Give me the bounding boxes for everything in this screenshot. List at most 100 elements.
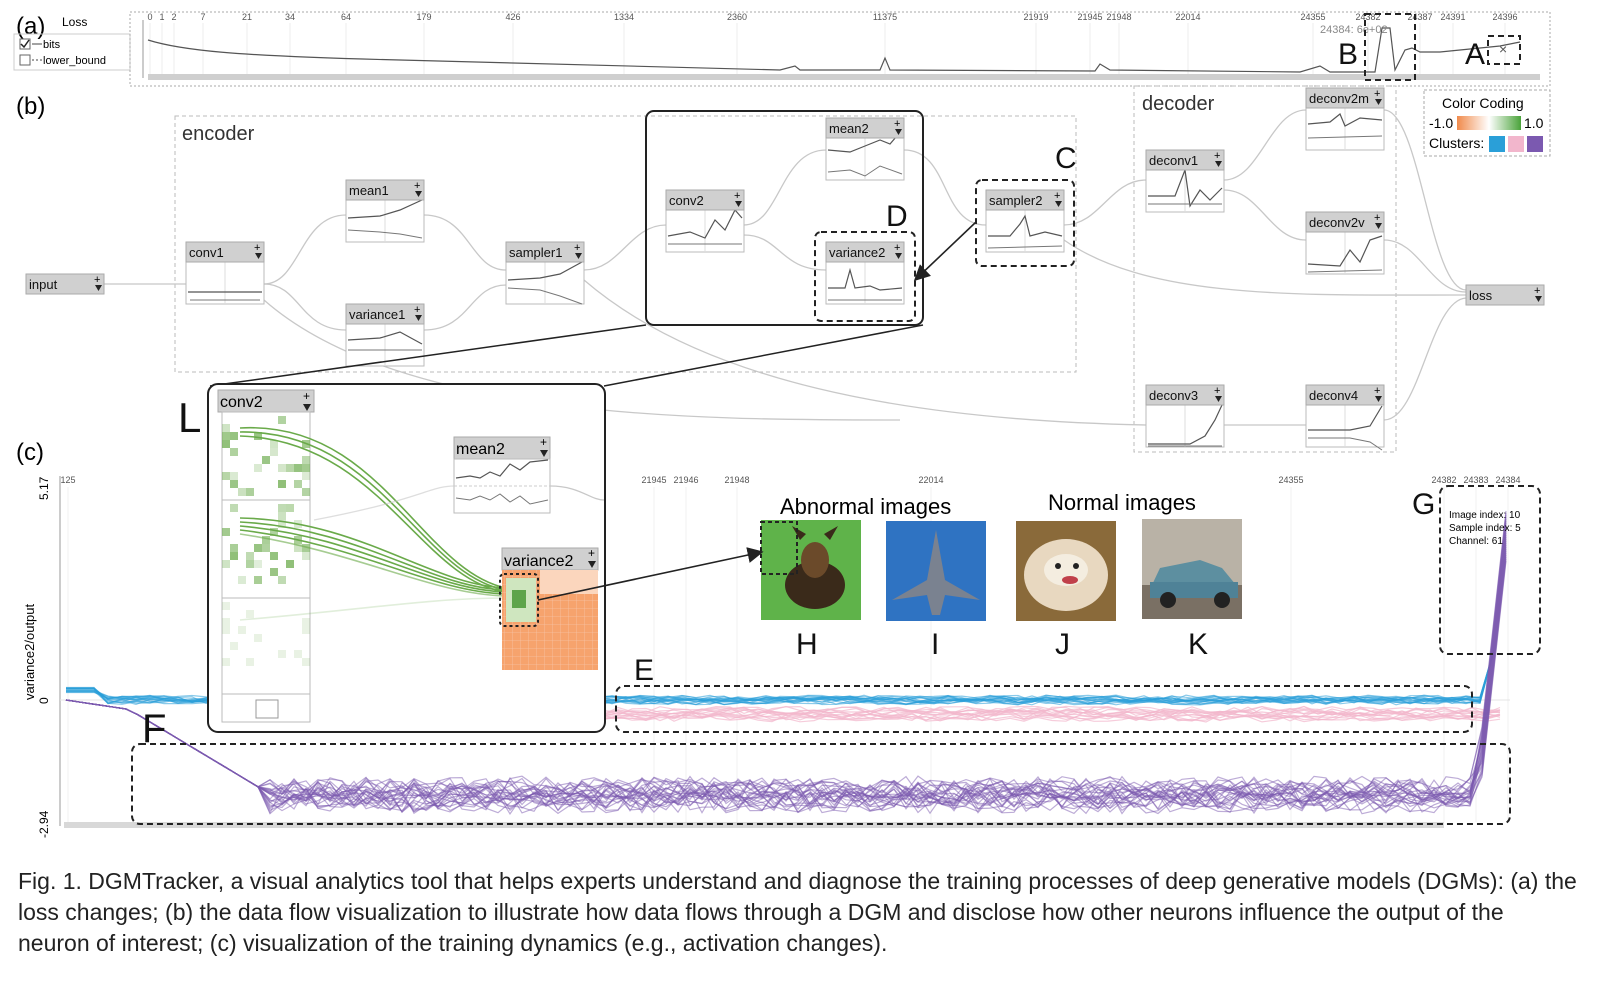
dropdown-icon[interactable] xyxy=(415,191,422,197)
image-i-airplane[interactable] xyxy=(886,521,986,621)
node-title: input xyxy=(29,277,58,292)
close-icon[interactable]: × xyxy=(1499,41,1507,57)
image-h-dog-green[interactable] xyxy=(760,520,861,620)
cluster-swatch-blue[interactable] xyxy=(1489,136,1505,152)
node-deconv2m[interactable]: deconv2m + xyxy=(1305,87,1385,151)
loss-tick-label: 7 xyxy=(200,12,205,22)
label-b: B xyxy=(1338,38,1358,71)
loss-timeline-strip[interactable] xyxy=(148,74,1540,80)
color-coding-title: Color Coding xyxy=(1442,95,1524,111)
lower-bound-checkbox[interactable] xyxy=(19,54,31,66)
zoom-variance2-plus-icon[interactable]: + xyxy=(588,546,595,560)
dropdown-icon[interactable] xyxy=(735,201,742,207)
plus-icon[interactable]: + xyxy=(414,304,420,316)
color-max-label: 1.0 xyxy=(1524,115,1544,131)
annotation-box-b xyxy=(1364,13,1416,81)
dropdown-icon[interactable] xyxy=(95,285,102,291)
node-input[interactable]: input + xyxy=(25,273,105,295)
loss-tick-label: 179 xyxy=(416,12,431,22)
dropdown-icon[interactable] xyxy=(1215,161,1222,167)
zoom-conv2-dropdown-icon[interactable] xyxy=(303,404,311,411)
node-deconv2v[interactable]: deconv2v + xyxy=(1305,211,1385,275)
node-title: deconv2v xyxy=(1309,215,1365,230)
plus-icon[interactable]: + xyxy=(254,242,260,254)
image-k-car[interactable] xyxy=(1142,519,1242,619)
node-deconv3[interactable]: deconv3 + xyxy=(1145,384,1225,448)
node-sampler2[interactable]: sampler2 + xyxy=(985,189,1065,253)
loss-tick-label: 64 xyxy=(341,12,351,22)
node-deconv4[interactable]: deconv4 + xyxy=(1305,384,1385,451)
node-title: loss xyxy=(1469,288,1493,303)
zoom-mean2-dropdown-icon[interactable] xyxy=(540,450,548,457)
node-conv2[interactable]: conv2 + xyxy=(665,189,745,253)
figure-canvas: (a) Loss bits lower_bound 0 1 2 7 21 34 64 179 4… xyxy=(13,11,1551,838)
dynamics-tick-label: 21946 xyxy=(673,475,698,485)
node-conv1[interactable]: conv1 + xyxy=(185,241,265,305)
node-deconv1[interactable]: deconv1 + xyxy=(1145,149,1225,213)
dropdown-icon[interactable] xyxy=(1375,396,1382,402)
node-title: variance2 xyxy=(829,245,885,260)
influence-links xyxy=(239,427,507,621)
dropdown-icon[interactable] xyxy=(1535,296,1542,302)
dropdown-icon[interactable] xyxy=(1375,99,1382,105)
node-variance2[interactable]: variance2 + xyxy=(825,241,905,305)
zoom-conv2-plus-icon[interactable]: + xyxy=(303,389,310,403)
dropdown-icon[interactable] xyxy=(1215,396,1222,402)
loss-ticks: 0 1 2 7 21 34 64 179 426 1334 2360 11375 21919 21945 2… xyxy=(147,12,1518,74)
loss-tick-label: 11375 xyxy=(873,12,897,22)
plus-icon[interactable]: + xyxy=(1374,212,1380,224)
node-title: sampler2 xyxy=(989,193,1042,208)
plus-icon[interactable]: + xyxy=(1534,285,1540,297)
zoom-conv2-title: conv2 xyxy=(220,394,263,411)
node-variance1[interactable]: variance1 + xyxy=(345,303,425,367)
plus-icon[interactable]: + xyxy=(1054,190,1060,202)
plus-icon[interactable]: + xyxy=(894,118,900,130)
node-sampler1[interactable]: sampler1 + xyxy=(505,241,585,305)
dropdown-icon[interactable] xyxy=(575,253,582,259)
encoder-label: encoder xyxy=(182,123,255,145)
color-coding-legend: Color Coding -1.0 1.0 Clusters: xyxy=(1423,89,1551,157)
plus-icon[interactable]: + xyxy=(94,274,100,286)
dynamics-timeline-strip[interactable] xyxy=(64,822,1444,828)
plus-icon[interactable]: + xyxy=(894,242,900,254)
plus-icon[interactable]: + xyxy=(1374,88,1380,100)
node-loss[interactable]: loss + xyxy=(1465,284,1545,306)
color-min-label: -1.0 xyxy=(1429,115,1453,131)
label-k: K xyxy=(1188,628,1208,661)
zoom-variance2-dropdown-icon[interactable] xyxy=(588,561,596,568)
abnormal-images-title: Abnormal images xyxy=(780,494,951,519)
dropdown-icon[interactable] xyxy=(1375,223,1382,229)
plus-icon[interactable]: + xyxy=(1214,150,1220,162)
selected-neuron-box[interactable] xyxy=(499,573,539,627)
plus-icon[interactable]: + xyxy=(1374,385,1380,397)
dropdown-icon[interactable] xyxy=(895,253,902,259)
zoom-mean2-plus-icon[interactable]: + xyxy=(540,435,547,449)
loss-tick-label: 1334 xyxy=(614,12,634,22)
plus-icon[interactable]: + xyxy=(1214,385,1220,397)
dropdown-icon[interactable] xyxy=(895,129,902,135)
normal-images-title: Normal images xyxy=(1048,490,1196,515)
c-to-d-arrow xyxy=(913,221,977,282)
dropdown-icon[interactable] xyxy=(415,315,422,321)
cluster-swatch-pink[interactable] xyxy=(1508,136,1524,152)
loss-tick-label: 34 xyxy=(285,12,295,22)
annotation-box-a xyxy=(1487,35,1521,65)
bits-checkbox[interactable] xyxy=(19,38,31,50)
stack-icon[interactable] xyxy=(255,699,279,719)
color-gradient-bar xyxy=(1457,116,1521,130)
cluster-swatch-purple[interactable] xyxy=(1527,136,1543,152)
panel-label-b: (b) xyxy=(16,93,45,120)
plus-icon[interactable]: + xyxy=(734,190,740,202)
image-j-dog-fluffy[interactable] xyxy=(1016,521,1116,621)
dropdown-icon[interactable] xyxy=(1055,201,1062,207)
node-title: mean1 xyxy=(349,183,389,198)
loss-tick-label: 24396 xyxy=(1492,12,1517,22)
node-mean2[interactable]: mean2 + xyxy=(825,117,905,181)
dropdown-icon[interactable] xyxy=(255,253,262,259)
plus-icon[interactable]: + xyxy=(574,242,580,254)
loss-tick-label: 2 xyxy=(171,12,176,22)
node-mean1[interactable]: mean1 + xyxy=(345,179,425,243)
plus-icon[interactable]: + xyxy=(414,180,420,192)
dynamics-tick-label: 24383 xyxy=(1463,475,1488,485)
y-max-label: 5.17 xyxy=(37,476,51,500)
